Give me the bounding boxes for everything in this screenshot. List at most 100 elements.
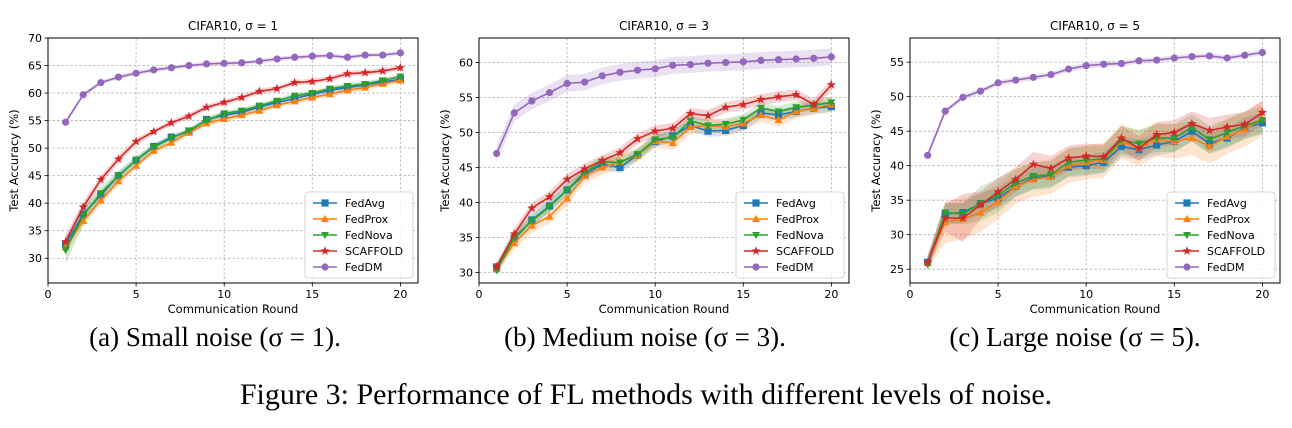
legend-label-fednova: FedNova	[345, 229, 393, 242]
data-point-scaffold	[61, 236, 71, 246]
x-tick-label: 20	[1255, 288, 1269, 301]
data-point-fednova	[149, 143, 158, 152]
data-point-scaffold	[721, 102, 731, 112]
data-point-feddm	[722, 58, 730, 67]
y-tick-label: 60	[459, 57, 473, 70]
data-point-fednova	[273, 97, 282, 105]
data-point-feddm	[185, 61, 193, 70]
data-point-scaffold	[254, 86, 265, 96]
data-point-feddm	[326, 52, 334, 60]
data-point-scaffold	[360, 67, 370, 77]
data-point-scaffold	[113, 154, 124, 164]
legend-label-feddm: FedDM	[1207, 261, 1244, 274]
x-tick-label: 15	[736, 288, 750, 301]
data-point-scaffold	[773, 91, 784, 101]
confidence-band-fedavg	[496, 101, 832, 272]
data-point-fednova	[1258, 117, 1267, 125]
confidence-band-scaffold	[927, 100, 1263, 270]
legend-marker-fednova	[321, 231, 329, 240]
chart-title: CIFAR10, σ = 5	[1050, 19, 1140, 33]
data-point-fedprox	[96, 196, 105, 204]
data-point-fednova	[756, 104, 765, 113]
data-point-fednova	[79, 212, 88, 220]
data-point-feddm	[379, 51, 387, 59]
y-tick-label: 35	[459, 232, 473, 245]
data-point-scaffold	[78, 202, 88, 211]
data-point-fednova	[827, 99, 836, 107]
data-point-scaffold	[738, 99, 748, 109]
data-point-scaffold	[290, 77, 300, 87]
x-tick-label: 10	[648, 288, 662, 301]
plot-frame	[909, 37, 1281, 284]
data-point-scaffold	[632, 133, 643, 143]
data-point-fednova	[396, 73, 405, 81]
data-point-feddm	[1100, 60, 1108, 68]
y-tick-label: 40	[890, 160, 904, 173]
data-point-scaffold	[756, 94, 766, 104]
data-point-fedprox	[686, 122, 695, 130]
confidence-band-fedprox	[927, 101, 1263, 270]
data-point-feddm	[827, 53, 835, 61]
data-point-feddm	[167, 64, 175, 72]
data-point-feddm	[255, 57, 264, 65]
data-point-scaffold	[1011, 174, 1021, 184]
data-point-fedprox	[563, 194, 572, 202]
data-point-feddm	[220, 59, 228, 67]
data-point-scaffold	[1222, 122, 1232, 131]
data-point-scaffold	[1152, 129, 1162, 139]
data-point-fednova	[615, 159, 624, 167]
data-point-feddm	[1188, 53, 1196, 61]
data-point-fednova	[686, 117, 695, 125]
data-point-feddm	[739, 58, 747, 66]
data-point-feddm	[396, 49, 404, 57]
x-axis-label: Communication Round	[1030, 302, 1161, 316]
data-point-feddm	[810, 54, 818, 62]
data-point-fedprox	[976, 208, 985, 216]
x-tick-label: 15	[305, 288, 319, 301]
data-point-scaffold	[219, 97, 229, 107]
legend: FedAvg FedProx FedNova SCAFFOLD FedDM	[1166, 191, 1276, 279]
data-point-fednova	[1046, 171, 1055, 179]
data-point-scaffold	[1204, 125, 1215, 135]
data-point-feddm	[774, 56, 783, 64]
chart-panel-1: 0 5 10 15 20 30 35 40 45 50 55 60 65 70 CIFAR10, σ = 1…	[7, 19, 419, 316]
data-point-feddm	[132, 69, 140, 77]
data-point-feddm	[1012, 76, 1020, 84]
legend-box	[304, 191, 414, 279]
data-point-feddm	[598, 72, 606, 80]
data-point-fedavg	[1153, 141, 1161, 149]
legend: FedAvg FedProx FedNova SCAFFOLD FedDM	[304, 191, 414, 279]
data-point-feddm	[150, 66, 158, 74]
y-tick-label: 30	[459, 267, 473, 280]
data-point-feddm	[1241, 51, 1249, 59]
data-point-fednova	[1170, 135, 1179, 143]
legend-label-fedprox: FedProx	[1207, 213, 1251, 226]
confidence-band-feddm	[496, 48, 832, 162]
data-point-scaffold	[509, 229, 519, 238]
data-point-feddm	[792, 55, 800, 63]
data-point-feddm	[1047, 70, 1055, 79]
data-point-scaffold	[395, 62, 405, 72]
legend-label-feddm: FedDM	[345, 261, 382, 274]
data-point-fednova	[1099, 155, 1108, 163]
data-point-scaffold	[201, 102, 212, 112]
series-line-fedprox	[64, 79, 401, 248]
data-point-scaffold	[975, 200, 986, 209]
data-point-fednova	[792, 104, 801, 112]
data-point-scaffold	[940, 213, 950, 223]
chart-panel-2: 0 5 10 15 20 30 35 40 45 50 55 60 CIFAR10, σ = 3 Comm…	[438, 19, 850, 316]
data-point-feddm	[924, 151, 932, 159]
data-point-scaffold	[993, 187, 1003, 196]
figure-caption: Figure 3: Performance of FL methods with…	[239, 378, 1053, 411]
y-tick-label: 30	[28, 252, 42, 265]
data-point-fednova	[61, 246, 70, 255]
data-point-fednova	[941, 209, 950, 217]
legend-label-fedavg: FedAvg	[345, 197, 385, 210]
data-point-fednova	[308, 89, 317, 98]
data-point-scaffold	[1063, 153, 1074, 163]
chart-title: CIFAR10, σ = 1	[188, 19, 278, 33]
legend-marker-fednova	[752, 231, 760, 240]
data-point-fednova	[343, 82, 352, 91]
data-point-scaffold	[492, 262, 502, 271]
